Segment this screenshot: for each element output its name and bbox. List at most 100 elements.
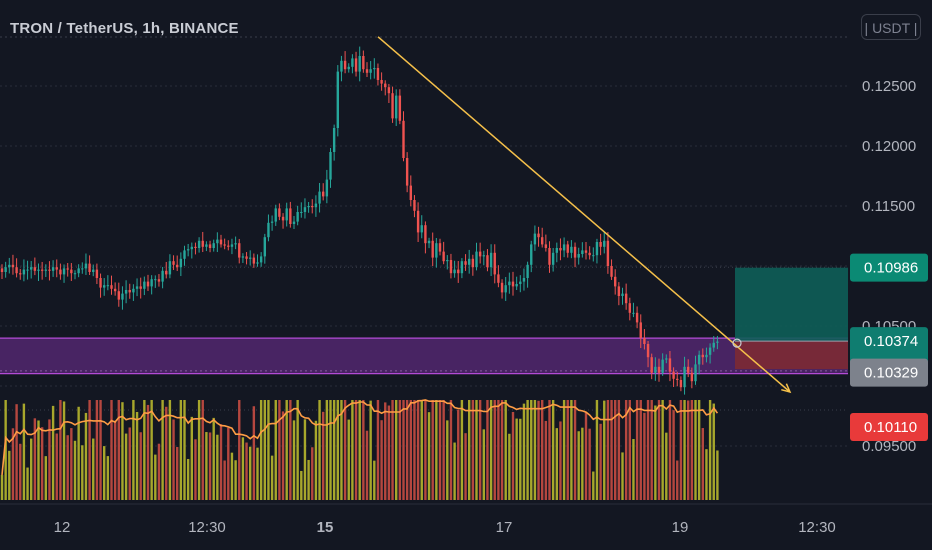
- candle-body-109: [398, 95, 402, 121]
- currency-button[interactable]: | USDT |: [861, 14, 921, 40]
- volume-bar-180: [657, 400, 661, 500]
- candle-15: [55, 259, 58, 278]
- volume-bar-43: [157, 443, 161, 500]
- candle-145: [530, 240, 533, 273]
- volume-bar-90: [329, 400, 332, 500]
- candle-144: [526, 261, 529, 288]
- candle-120: [438, 238, 442, 256]
- candle-117: [427, 237, 431, 249]
- volume-bar-56: [205, 432, 208, 500]
- candle-body-156: [570, 246, 573, 253]
- zone-level-badge-box: [850, 358, 928, 387]
- volume-bar-101: [369, 400, 372, 500]
- candle-149: [544, 234, 548, 252]
- candle-body-164: [599, 242, 602, 247]
- candle-96: [351, 54, 354, 74]
- candle-93: [340, 55, 343, 82]
- candle-187: [683, 356, 686, 395]
- long-position-tool[interactable]: [735, 267, 848, 370]
- candle-23: [84, 253, 88, 275]
- candle-13: [48, 261, 51, 281]
- volume-bar-64: [234, 460, 237, 500]
- trendline-drawing[interactable]: [377, 36, 792, 394]
- candle-0: [0, 264, 4, 280]
- candle-body-85: [311, 206, 314, 208]
- volume-bar-4: [15, 404, 18, 500]
- volume-bar-196: [716, 450, 719, 500]
- volume-bar-163: [595, 400, 599, 500]
- volume-bar-28: [103, 446, 106, 500]
- candle-body-75: [274, 208, 277, 222]
- candle-body-149: [544, 244, 548, 248]
- candle-body-144: [526, 264, 529, 278]
- volume-bar-78: [285, 400, 288, 500]
- candle-body-81: [296, 212, 299, 222]
- candle-body-45: [165, 270, 168, 275]
- trendline: [377, 36, 791, 393]
- candle-95: [347, 63, 350, 73]
- candle-body-178: [650, 357, 653, 373]
- candle-body-77: [281, 216, 285, 221]
- volume-bar-69: [252, 406, 256, 500]
- candle-body-163: [595, 242, 599, 256]
- candle-body-91: [332, 128, 336, 152]
- volume-bar-115: [420, 400, 423, 500]
- candle-body-39: [143, 281, 146, 289]
- volume-bar-61: [223, 460, 226, 500]
- volume-bar-53: [194, 439, 197, 500]
- candle-body-191: [697, 354, 701, 365]
- candle-body-24: [88, 263, 91, 272]
- target-badge-box: [850, 253, 928, 282]
- candle-body-64: [234, 243, 237, 245]
- candle-body-181: [661, 359, 664, 373]
- candle-77: [281, 213, 285, 229]
- volume-bar-75: [274, 400, 277, 500]
- candle-body-2: [8, 264, 11, 268]
- volume-bar-8: [30, 438, 33, 500]
- candle-10: [37, 263, 40, 281]
- candle-20: [73, 270, 77, 280]
- candle-165: [603, 231, 606, 254]
- candle-body-28: [103, 285, 106, 288]
- candle-101: [369, 61, 372, 80]
- candle-172: [628, 297, 631, 321]
- volume-moving-average: [1, 399, 719, 476]
- candle-body-111: [405, 158, 409, 186]
- candle-59: [216, 232, 219, 253]
- candle-35: [128, 283, 131, 299]
- volume-bar-139: [508, 433, 511, 500]
- zone-level-badge-text-0: 0.10329: [864, 365, 918, 382]
- candle-163: [595, 238, 599, 264]
- candle-5: [19, 268, 22, 280]
- candle-24: [88, 255, 91, 276]
- candle-body-188: [687, 366, 690, 373]
- support-zone[interactable]: [0, 337, 848, 375]
- candle-body-130: [475, 251, 478, 268]
- volume-bar-2: [8, 450, 11, 500]
- candle-body-165: [603, 240, 606, 247]
- candle-132: [482, 250, 485, 266]
- volume-bar-186: [679, 400, 683, 500]
- volume-bar-77: [281, 411, 285, 500]
- candle-body-66: [241, 256, 245, 258]
- candle-43: [157, 274, 161, 287]
- candle-body-118: [431, 240, 434, 258]
- candle-body-35: [128, 290, 131, 293]
- candle-98: [358, 46, 361, 82]
- candle-body-37: [135, 286, 139, 289]
- candle-78: [285, 202, 288, 227]
- time-axis[interactable]: 12 12:30 15 17 19 12:30: [0, 503, 932, 536]
- candle-141: [515, 276, 518, 290]
- candle-body-34: [124, 290, 128, 294]
- volume-bar-89: [325, 400, 329, 500]
- volume-bar-94: [343, 400, 347, 500]
- candle-body-63: [230, 244, 234, 247]
- volume-bar-135: [493, 400, 496, 500]
- candle-118: [431, 232, 434, 267]
- candle-184: [672, 367, 675, 387]
- candle-166: [606, 232, 610, 274]
- candle-body-14: [51, 267, 55, 271]
- candle-body-33: [121, 293, 124, 300]
